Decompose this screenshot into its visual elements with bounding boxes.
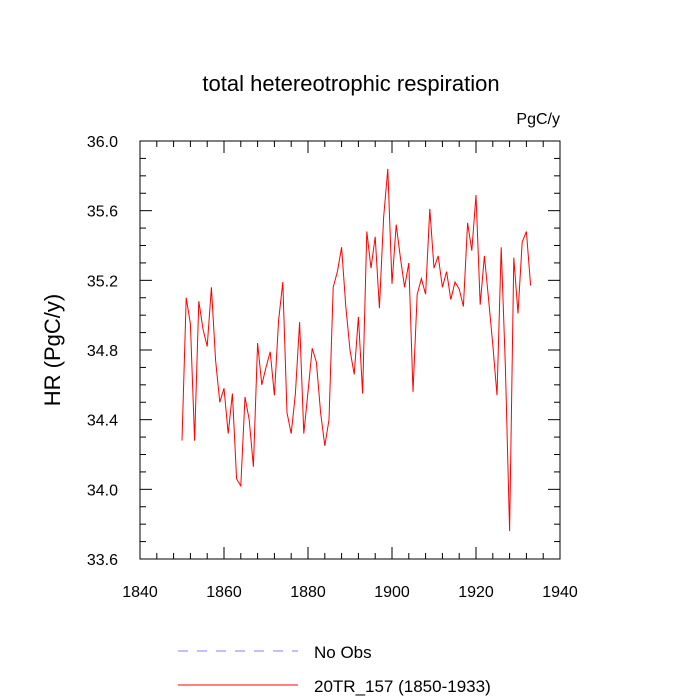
x-tick-label: 1920	[458, 584, 494, 601]
tick-labels: 1840 1860 1880 1900 1920 1940 33.6 34.0 34.4 34.8…	[87, 134, 578, 601]
y-tick-label: 34.8	[87, 343, 118, 360]
units-label: PgC/y	[516, 111, 560, 128]
x-tick-label: 1900	[374, 584, 410, 601]
legend-label-20tr-157: 20TR_157 (1850-1933)	[314, 677, 491, 696]
legend-label-no-obs: No Obs	[314, 643, 372, 662]
x-tick-label: 1940	[542, 584, 578, 601]
legend: No Obs 20TR_157 (1850-1933)	[178, 643, 491, 696]
x-tick-label: 1860	[206, 584, 242, 601]
series-line-20tr-157	[181, 168, 532, 532]
y-tick-label: 34.4	[87, 413, 118, 430]
y-tick-label: 34.0	[87, 482, 118, 499]
x-tick-label: 1880	[290, 584, 326, 601]
y-tick-label: 35.2	[87, 273, 118, 290]
x-tick-label: 1840	[122, 584, 158, 601]
chart-title: total hetereotrophic respiration	[202, 71, 499, 96]
y-tick-label: 35.6	[87, 204, 118, 221]
y-tick-label: 33.6	[87, 552, 118, 569]
plot-frame	[139, 140, 561, 560]
y-tick-label: 36.0	[87, 134, 118, 151]
minor-ticks	[140, 141, 560, 559]
y-axis-label: HR (PgC/y)	[40, 294, 65, 406]
